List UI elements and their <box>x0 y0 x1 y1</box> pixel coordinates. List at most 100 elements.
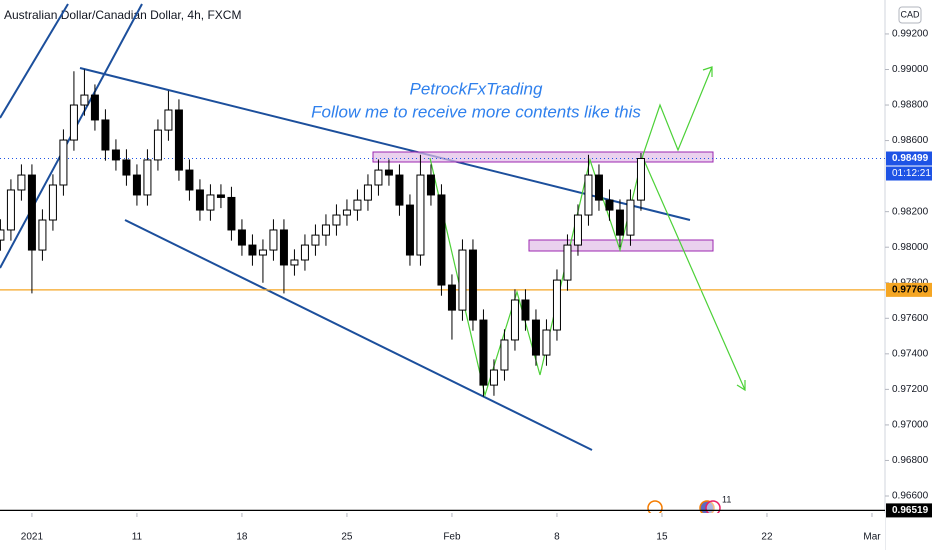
candle-body <box>447 284 456 311</box>
candle-body <box>584 174 593 216</box>
candle-body <box>468 249 477 321</box>
countdown: 01:12:21 <box>892 168 931 179</box>
chart-title: Australian Dollar/Canadian Dollar, 4h, F… <box>4 8 241 22</box>
candle-body <box>416 174 425 256</box>
y-tick-label: 0.99200 <box>892 29 929 40</box>
candle-body <box>17 174 26 191</box>
projection-down <box>642 157 746 391</box>
y-tick-label: 0.98800 <box>892 100 929 111</box>
x-tick-label: 2021 <box>21 532 44 543</box>
candle-body <box>90 94 99 121</box>
price-label-box <box>886 282 932 297</box>
candle-body <box>531 319 540 356</box>
candle-body <box>395 174 404 206</box>
y-tick-label: 0.99000 <box>892 64 929 75</box>
candle-body <box>510 299 519 341</box>
candle-body <box>174 109 183 171</box>
candle-body <box>636 158 645 201</box>
candle-body <box>59 139 68 186</box>
candle-body <box>573 214 582 246</box>
candle-body <box>269 229 278 251</box>
trend-line <box>0 3 69 119</box>
arrow-head <box>736 380 746 392</box>
y-tick-label: 0.98200 <box>892 206 929 217</box>
candle-body <box>111 149 120 161</box>
watermark: PetrockFxTrading <box>410 79 543 98</box>
candle-body <box>321 224 330 236</box>
candle-body <box>48 184 57 221</box>
candle-body <box>363 184 372 201</box>
price-label-box <box>886 151 932 166</box>
candle-body <box>353 199 362 211</box>
x-tick-label: 8 <box>554 532 560 543</box>
candle-body <box>615 209 624 236</box>
candle-body <box>311 234 320 246</box>
price-label: 0.98499 <box>892 153 929 164</box>
candle-body <box>122 159 131 176</box>
candle-body <box>594 174 603 201</box>
countdown-box <box>886 166 932 181</box>
candle-body <box>563 244 572 281</box>
price-label: 0.96519 <box>892 505 929 516</box>
x-tick-label: 18 <box>236 532 248 543</box>
candle-body <box>374 169 383 186</box>
trend-line <box>124 219 593 451</box>
candle-body <box>153 129 162 161</box>
candle-body <box>227 196 236 231</box>
candle-body <box>458 249 467 311</box>
candle-body <box>542 329 551 356</box>
y-tick-label: 0.98600 <box>892 135 929 146</box>
wave-path <box>429 154 644 398</box>
time-axis <box>0 513 885 550</box>
event-count: 11 <box>722 494 731 504</box>
currency: CAD <box>900 9 920 19</box>
candle-body <box>258 249 267 256</box>
candle-body <box>27 174 36 251</box>
candle-body <box>290 259 299 266</box>
x-tick-label: 15 <box>656 532 668 543</box>
candle-body <box>332 214 341 226</box>
candle-body <box>206 194 215 211</box>
candle-body <box>101 119 110 151</box>
price-label: 0.97760 <box>892 284 929 295</box>
candle-body <box>626 199 635 236</box>
x-tick-label: 25 <box>341 532 353 543</box>
arrow-head <box>702 66 713 77</box>
zone <box>372 151 714 163</box>
candle-body <box>300 244 309 261</box>
candle-body <box>185 169 194 191</box>
watermark: Follow me to receive more contents like … <box>311 102 641 121</box>
candle-body <box>132 174 141 196</box>
y-tick-label: 0.98000 <box>892 242 929 253</box>
event-icon[interactable] <box>705 500 721 516</box>
y-tick-label: 0.97000 <box>892 420 929 431</box>
x-tick-label: 22 <box>761 532 773 543</box>
candle-body <box>248 244 257 256</box>
candle-body <box>437 194 446 286</box>
y-tick-label: 0.97200 <box>892 384 929 395</box>
candle-body <box>279 229 288 266</box>
candle-body <box>342 209 351 216</box>
candle-body <box>164 109 173 131</box>
candle-body <box>69 104 78 141</box>
candle-body <box>195 189 204 211</box>
currency-box[interactable] <box>898 6 922 24</box>
candle-body <box>605 199 614 211</box>
event-icon[interactable] <box>647 500 663 516</box>
candle-body <box>489 369 498 386</box>
candle-body <box>143 159 152 196</box>
candle-body <box>500 339 509 371</box>
x-tick-label: Feb <box>443 532 461 543</box>
candle-body <box>6 189 15 231</box>
candle-body <box>384 169 393 176</box>
y-tick-label: 0.96600 <box>892 491 929 502</box>
candle-body <box>552 279 561 331</box>
x-tick-label: 11 <box>132 532 143 543</box>
y-tick-label: 0.97400 <box>892 348 929 359</box>
candle-body <box>0 229 5 241</box>
candle-body <box>216 194 225 198</box>
candle-body <box>426 174 435 196</box>
candle-body <box>479 319 488 386</box>
y-tick-label: 0.96800 <box>892 455 929 466</box>
